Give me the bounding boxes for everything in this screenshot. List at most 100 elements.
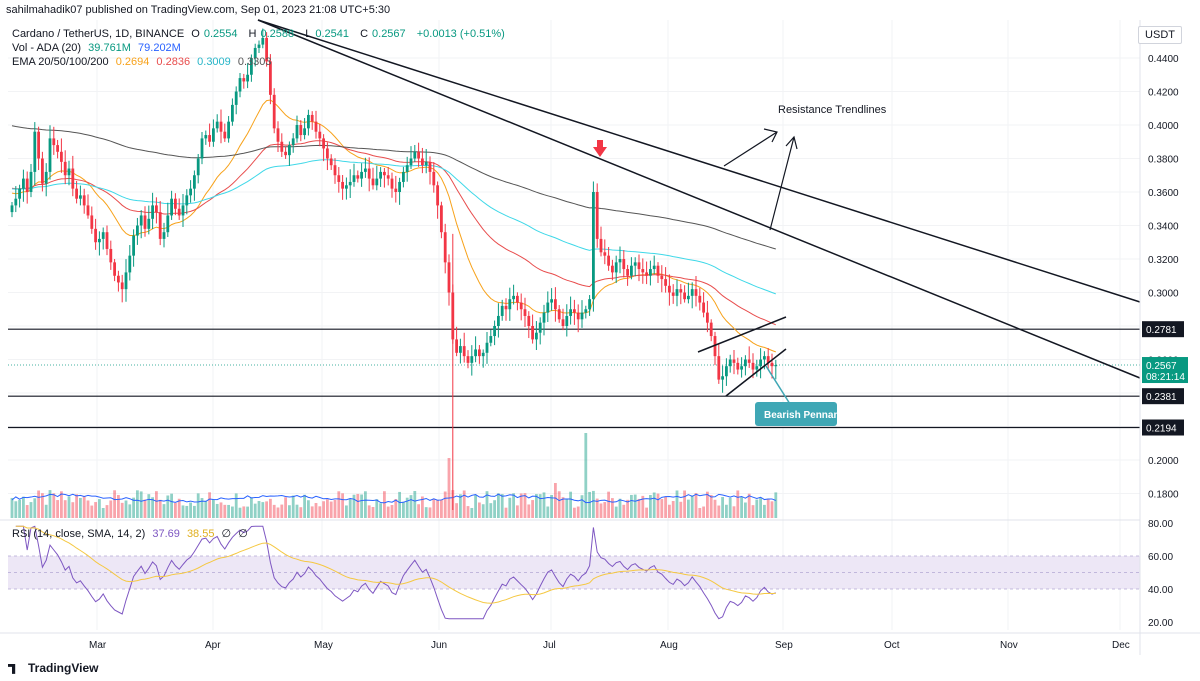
volume-bar	[44, 504, 48, 518]
trendlines	[257, 19, 1141, 397]
current-price-label: 0.2567	[1146, 361, 1177, 372]
candle-body	[630, 265, 633, 276]
candle-body	[402, 171, 405, 182]
candle-body	[622, 259, 626, 270]
volume-bar	[383, 491, 386, 518]
candle-body	[185, 195, 189, 206]
candle-body	[584, 309, 588, 313]
ema20-value: 0.2694	[115, 56, 150, 68]
volume-bar	[280, 504, 284, 518]
volume-bar	[367, 505, 371, 518]
volume-bar	[223, 504, 227, 518]
tradingview-logo: TradingView	[8, 661, 98, 675]
volume-bar	[569, 491, 572, 518]
candle-body	[763, 356, 766, 360]
candle-body	[683, 292, 686, 300]
candle-body	[500, 305, 504, 316]
volume-bar	[79, 497, 82, 518]
volume-bar	[193, 505, 196, 518]
volume-bar	[67, 496, 71, 518]
month-tick-label: Aug	[660, 640, 678, 651]
candle-body	[413, 151, 417, 159]
candle-body	[147, 218, 151, 229]
volume-bar	[63, 500, 67, 518]
volume-bar	[14, 501, 18, 518]
candle-body	[246, 74, 249, 82]
candle-body	[128, 255, 132, 273]
rsi-label: RSI (14, close, SMA, 14, 2)	[12, 528, 146, 540]
candle-body	[67, 168, 71, 176]
volume-bar	[360, 494, 363, 518]
currency-button[interactable]: USDT	[1138, 26, 1182, 44]
candle-body	[523, 309, 527, 316]
candle-body	[409, 158, 413, 166]
candle-body	[546, 302, 550, 313]
price-axis: 0.4400 0.4200 0.4000 0.3800 0.3600 0.3400 0.32…	[1139, 0, 1200, 681]
volume-bar	[584, 433, 588, 518]
volume-bar	[10, 497, 14, 518]
volume-bar	[139, 491, 143, 518]
volume-bar	[706, 491, 709, 518]
candle-body	[109, 248, 113, 263]
ema-50-line	[11, 140, 776, 326]
volume-bar	[394, 499, 398, 518]
candle-body	[561, 319, 565, 326]
volume-bar	[299, 507, 303, 518]
volume-bar	[162, 504, 166, 518]
candle-body	[189, 188, 192, 196]
candle-body	[155, 205, 158, 213]
volume-bar	[352, 494, 356, 518]
ema-legend: EMA 20/50/100/200 0.2694 0.2836 0.3009 0…	[12, 56, 276, 68]
volume-bar	[227, 504, 230, 518]
volume-bar	[170, 493, 173, 518]
volume-bar	[402, 501, 405, 518]
candle-body	[740, 366, 743, 370]
candle-body	[626, 269, 629, 276]
candle-body	[250, 58, 253, 75]
candle-body	[580, 312, 584, 320]
volume-bar	[660, 499, 664, 518]
candlesticks	[10, 28, 778, 510]
volume-bar	[158, 499, 162, 518]
ohlc-c: C 0.2567	[360, 28, 406, 40]
volume-bar	[493, 500, 496, 518]
volume-bar	[390, 505, 394, 518]
volume-value-1: 39.761M	[88, 42, 131, 54]
volume-bar	[310, 506, 314, 518]
candle-body	[736, 362, 740, 370]
candle-body	[660, 275, 664, 280]
candle-body	[345, 185, 348, 189]
price-tick-label: 0.3800	[1148, 155, 1179, 166]
level-tag	[1142, 388, 1184, 405]
candle-body	[280, 141, 284, 152]
volume-bar	[208, 492, 211, 518]
volume-bar	[580, 495, 584, 518]
candle-body	[158, 212, 162, 239]
down-arrow-icon	[593, 147, 607, 157]
volume-bar	[295, 504, 299, 518]
candle-body	[318, 131, 322, 139]
volume-bar	[557, 491, 561, 518]
candle-body	[56, 145, 59, 152]
volume-label: Vol - ADA (20)	[12, 42, 82, 54]
candle-body	[196, 158, 200, 176]
candle-body	[519, 302, 523, 310]
candle-body	[44, 171, 48, 184]
volume-ma-line	[11, 493, 776, 504]
volume-bar	[18, 499, 21, 518]
candle-body	[664, 279, 667, 286]
volume-bar	[698, 507, 702, 518]
candle-body	[276, 128, 280, 142]
volume-bar	[101, 507, 105, 518]
volume-bar	[409, 495, 413, 518]
ohlc-l: L 0.2541	[305, 28, 349, 40]
candle-body	[592, 192, 595, 300]
volume-bar	[763, 504, 766, 518]
rsi-tick-label: 20.00	[1148, 618, 1173, 629]
candle-body	[348, 181, 352, 186]
volume-bar	[113, 490, 116, 518]
volume-bar	[497, 493, 500, 518]
candle-body	[333, 165, 337, 176]
volume-bar	[242, 506, 246, 518]
